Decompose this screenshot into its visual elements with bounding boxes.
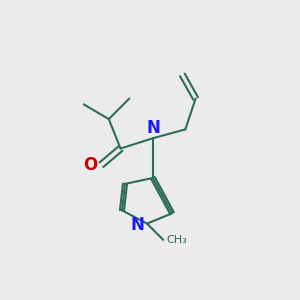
Text: CH₃: CH₃ [166, 235, 187, 245]
Text: N: N [146, 119, 160, 137]
Text: O: O [83, 156, 97, 174]
Text: N: N [130, 216, 144, 234]
